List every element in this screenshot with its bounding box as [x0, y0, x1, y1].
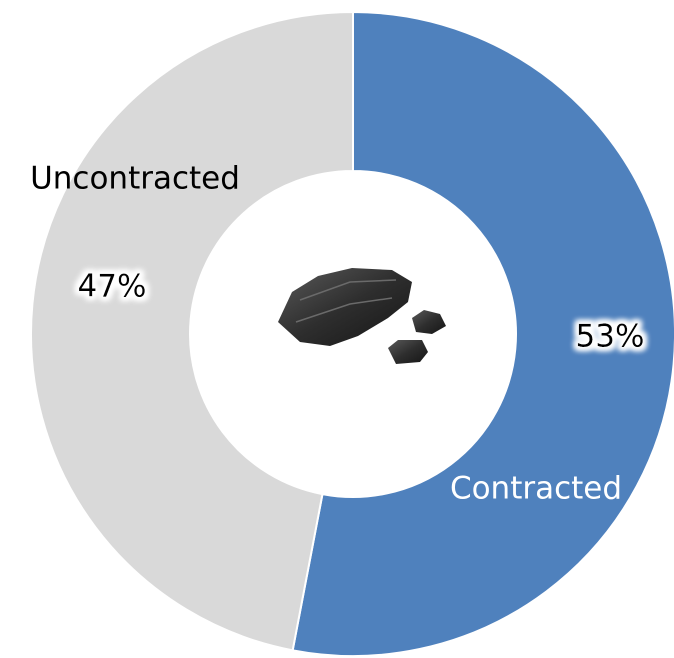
- value-label: 53%: [576, 319, 645, 355]
- category-label: Uncontracted: [30, 161, 240, 197]
- coal-image: [278, 268, 446, 364]
- value-label: 47%: [78, 269, 147, 305]
- donut-slice: [29, 10, 354, 652]
- category-label: Contracted: [450, 471, 622, 507]
- donut-slice: [291, 10, 674, 657]
